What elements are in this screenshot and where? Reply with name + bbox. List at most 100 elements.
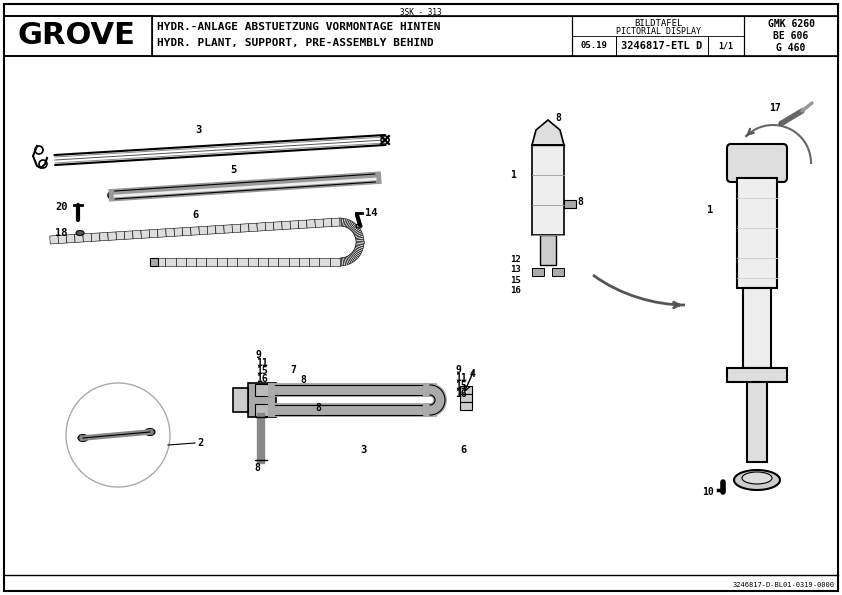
Ellipse shape [145, 428, 155, 436]
Polygon shape [354, 249, 361, 254]
Text: 3246817-D-BL01-0319-0000: 3246817-D-BL01-0319-0000 [733, 582, 835, 588]
Text: 3SK - 313: 3SK - 313 [400, 8, 442, 17]
Polygon shape [345, 256, 349, 265]
Polygon shape [354, 230, 361, 235]
Polygon shape [265, 222, 274, 231]
Polygon shape [207, 226, 216, 234]
Ellipse shape [76, 230, 84, 236]
Polygon shape [345, 220, 349, 227]
Polygon shape [344, 257, 348, 265]
Text: BILDTAFEL: BILDTAFEL [634, 20, 682, 29]
Text: HYDR. PLANT, SUPPORT, PRE-ASSEMBLY BEHIND: HYDR. PLANT, SUPPORT, PRE-ASSEMBLY BEHIN… [157, 38, 434, 48]
Polygon shape [91, 233, 100, 242]
Polygon shape [351, 226, 359, 232]
Polygon shape [290, 221, 299, 229]
Text: 5: 5 [230, 165, 237, 175]
Text: 6: 6 [460, 445, 466, 455]
Polygon shape [349, 223, 356, 230]
Polygon shape [237, 258, 248, 266]
Polygon shape [206, 258, 216, 266]
Polygon shape [350, 253, 357, 260]
Polygon shape [183, 227, 191, 236]
Bar [727, 368, 787, 382]
Bar [460, 386, 472, 394]
Polygon shape [132, 230, 141, 239]
Polygon shape [354, 248, 362, 252]
Polygon shape [116, 231, 125, 240]
Polygon shape [227, 258, 237, 266]
Polygon shape [175, 258, 186, 266]
Polygon shape [240, 224, 249, 232]
Polygon shape [356, 243, 364, 245]
Bar [572, 16, 744, 56]
Bar [4, 16, 838, 56]
Bar [460, 402, 472, 410]
Polygon shape [99, 233, 109, 241]
Bar [460, 394, 472, 402]
Polygon shape [355, 244, 364, 247]
Bar [747, 382, 767, 462]
Polygon shape [346, 256, 351, 264]
Text: 18: 18 [55, 228, 67, 238]
Text: 15: 15 [455, 381, 466, 391]
Polygon shape [196, 258, 206, 266]
Polygon shape [166, 228, 174, 237]
Polygon shape [58, 235, 67, 243]
Bar [744, 16, 838, 56]
Ellipse shape [779, 121, 785, 125]
Text: 16: 16 [256, 374, 268, 384]
Bar [233, 388, 248, 412]
Polygon shape [355, 236, 364, 239]
Polygon shape [224, 225, 232, 233]
Text: 8: 8 [577, 197, 583, 207]
Bar [255, 404, 273, 416]
Polygon shape [108, 232, 116, 240]
Polygon shape [353, 228, 360, 234]
Bar [532, 145, 564, 235]
Text: 15: 15 [256, 366, 268, 376]
Bar [540, 235, 556, 265]
Text: 20: 20 [55, 202, 67, 212]
Bar [572, 36, 616, 56]
Polygon shape [352, 251, 360, 257]
Polygon shape [216, 258, 227, 266]
Ellipse shape [356, 224, 362, 228]
Text: 8: 8 [315, 403, 321, 413]
Polygon shape [299, 258, 309, 266]
Polygon shape [274, 221, 282, 230]
Polygon shape [257, 223, 266, 231]
Polygon shape [355, 237, 364, 240]
Text: 1/1: 1/1 [718, 42, 733, 51]
Text: 10: 10 [702, 487, 714, 497]
Polygon shape [330, 258, 340, 266]
Text: 11: 11 [455, 373, 466, 383]
Polygon shape [282, 221, 290, 230]
Polygon shape [289, 258, 299, 266]
Text: 2: 2 [197, 438, 203, 448]
Bar [743, 288, 771, 368]
Polygon shape [125, 231, 133, 239]
Polygon shape [344, 219, 348, 227]
Polygon shape [174, 228, 183, 236]
Text: HYDR.-ANLAGE ABSTUETZUNG VORMONTAGE HINTEN: HYDR.-ANLAGE ABSTUETZUNG VORMONTAGE HINT… [157, 22, 440, 32]
Polygon shape [319, 258, 330, 266]
Polygon shape [347, 221, 353, 228]
Polygon shape [352, 227, 360, 233]
Bar [616, 36, 708, 56]
Text: 4: 4 [470, 369, 476, 379]
Polygon shape [349, 254, 356, 261]
Polygon shape [355, 246, 363, 250]
Polygon shape [332, 218, 340, 227]
Polygon shape [354, 232, 362, 236]
Polygon shape [258, 258, 268, 266]
Polygon shape [157, 229, 166, 237]
Polygon shape [355, 234, 363, 237]
Polygon shape [298, 220, 307, 228]
Polygon shape [340, 258, 342, 266]
Bar [708, 36, 744, 56]
Polygon shape [355, 245, 364, 249]
Polygon shape [532, 120, 564, 145]
Text: 11: 11 [256, 358, 268, 368]
Polygon shape [343, 258, 345, 265]
Text: 7: 7 [290, 365, 296, 375]
